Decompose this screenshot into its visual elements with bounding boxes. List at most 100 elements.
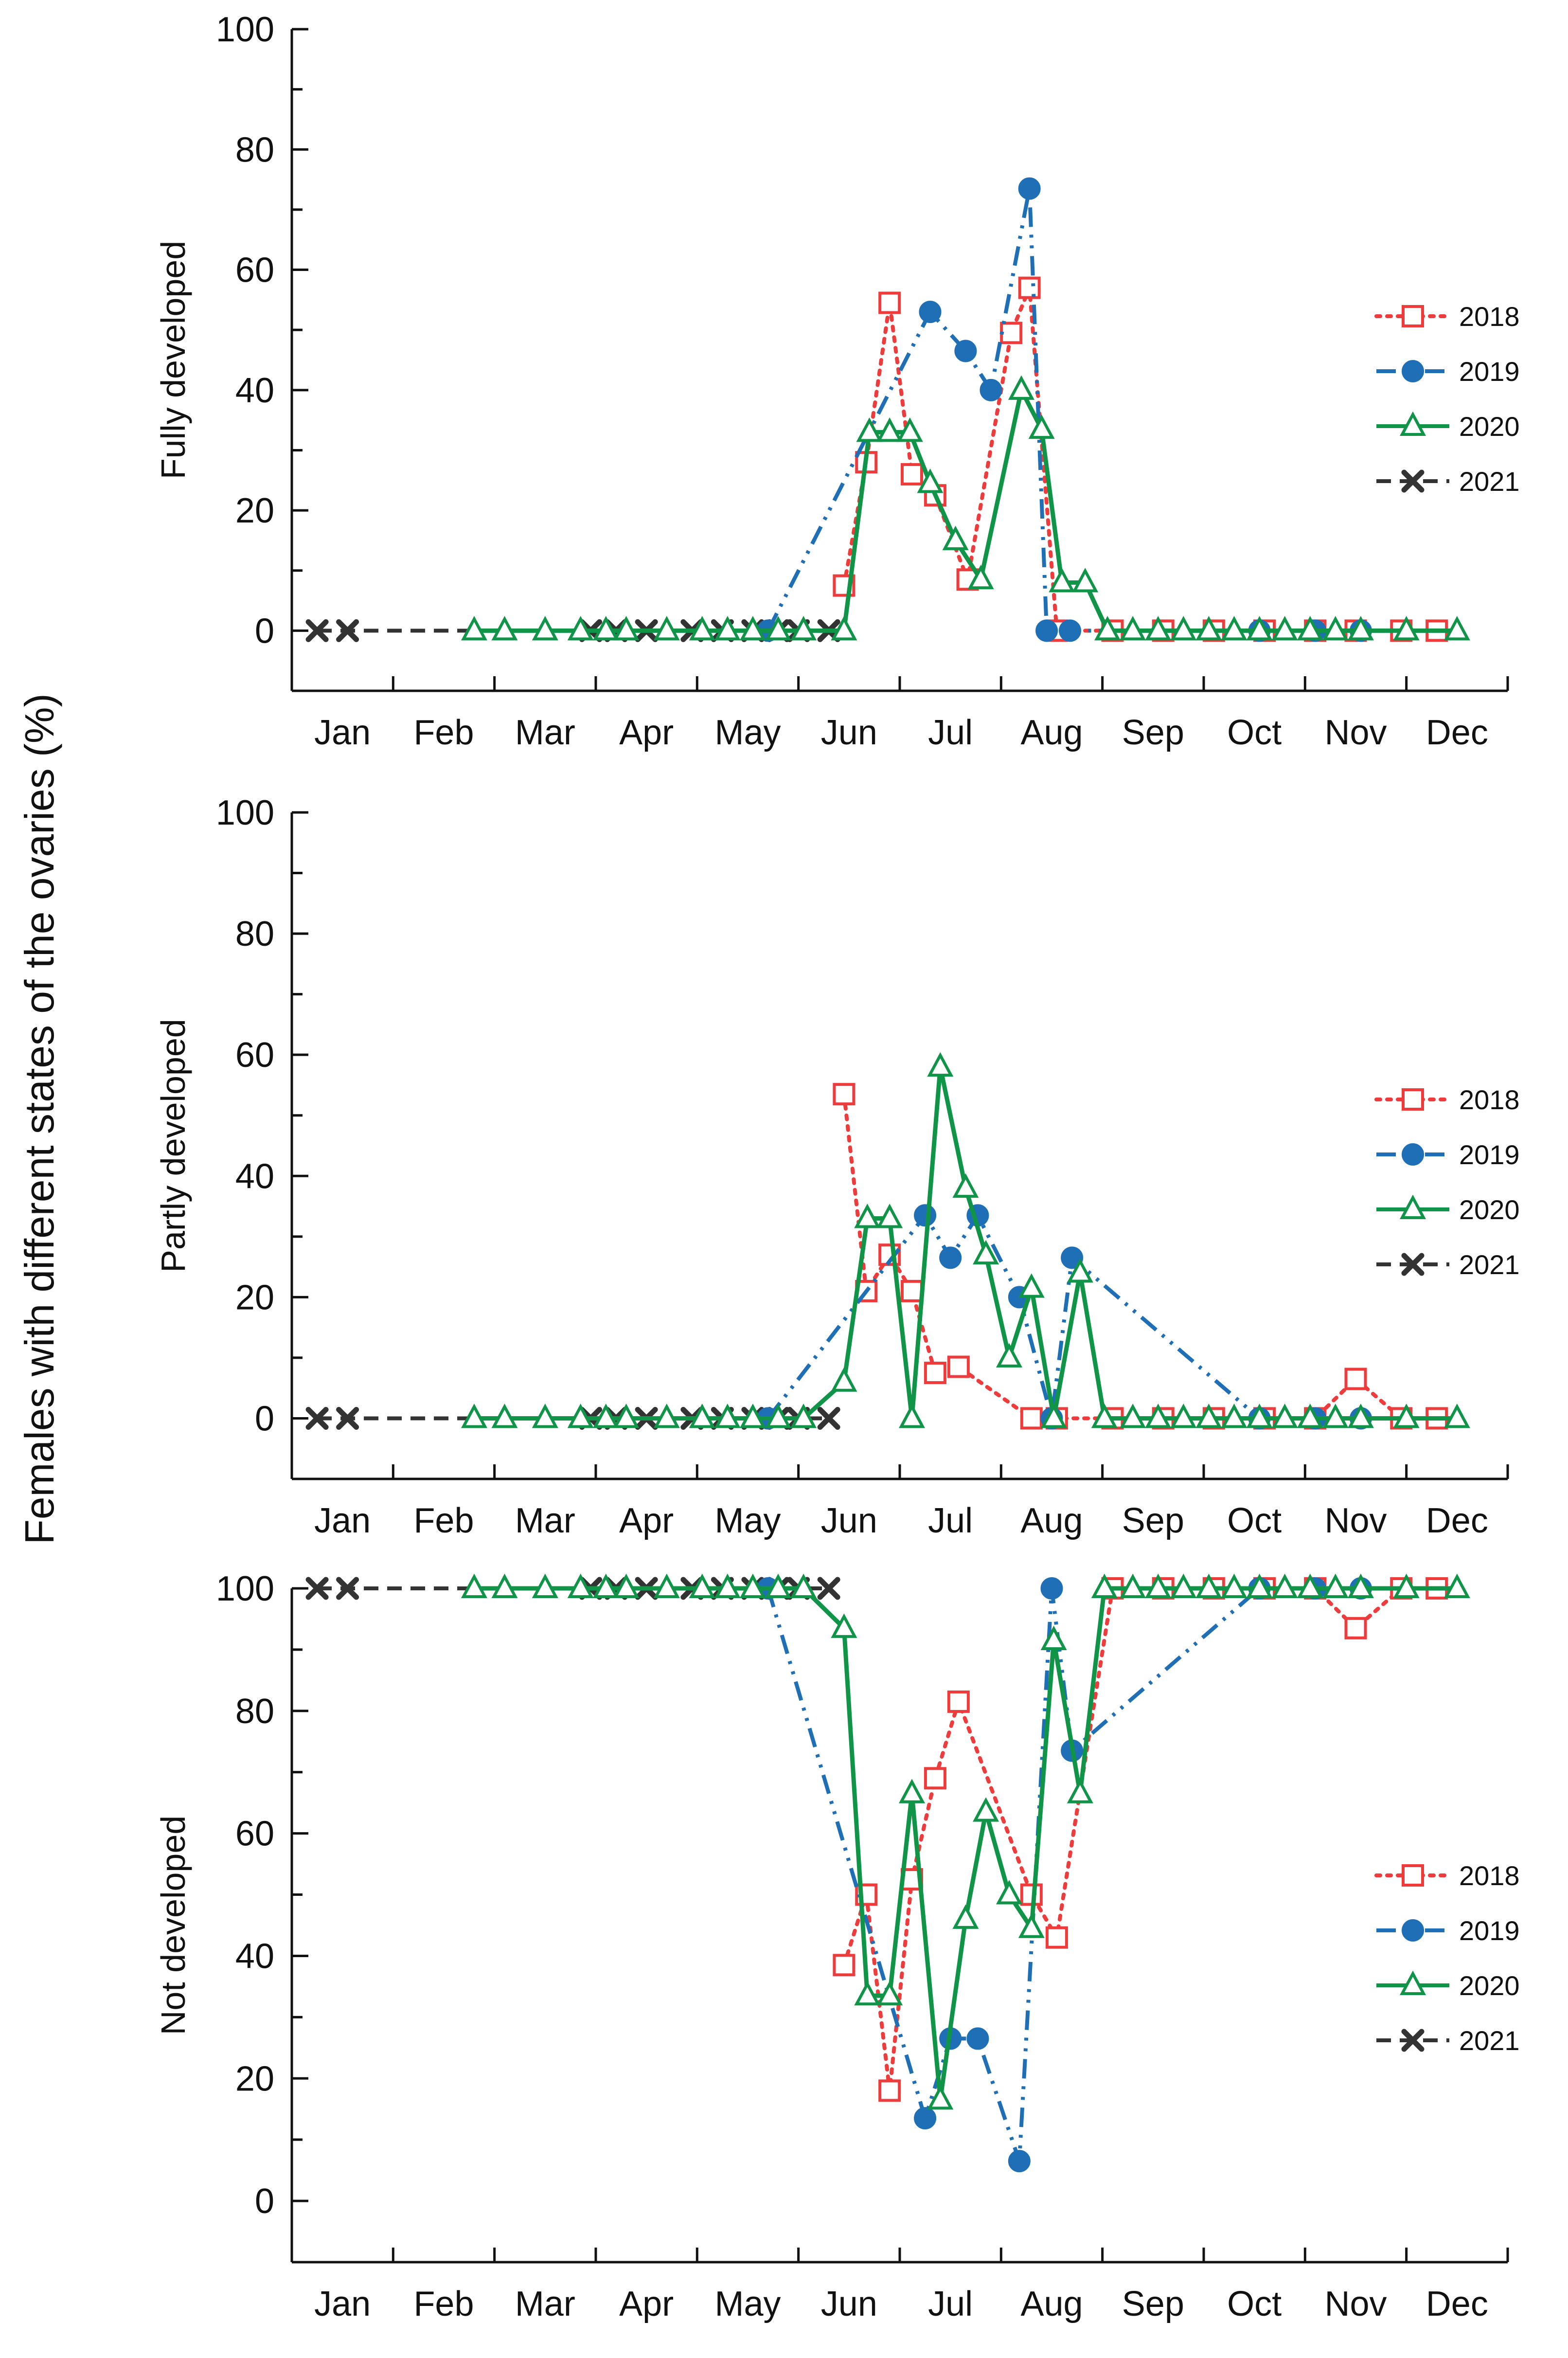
partly-developed-2020-point-6 xyxy=(653,1404,680,1428)
not-developed-x-tick-label: Apr xyxy=(619,2285,674,2323)
fully-developed-legend-2018: 2018 xyxy=(1374,301,1520,332)
not-developed-legend-label-2020: 2020 xyxy=(1459,1970,1520,2001)
fully-developed-y-tick-label: 80 xyxy=(235,130,274,169)
not-developed-y-tick-label: 100 xyxy=(216,1569,274,1608)
not-developed-2019-point-1 xyxy=(914,2107,937,2130)
partly-developed-legend-2021-point-0 xyxy=(1401,1253,1425,1276)
fully-developed-2020-point-0 xyxy=(461,616,488,641)
fully-developed-x-tick-label: Jan xyxy=(314,713,371,752)
fully-developed-2020-point-3 xyxy=(567,616,594,641)
panel-not-developed: 0 20 40 60 80 100 Jan Feb Mar Apr May Jun Jul Aug Sep O… xyxy=(154,1569,1520,2323)
not-developed-series-2020-line xyxy=(474,1586,1457,2102)
fully-developed-2018-point-2 xyxy=(878,291,901,314)
fully-developed-2020-point-1 xyxy=(491,616,518,641)
not-developed-2019-point-3 xyxy=(966,2027,989,2050)
partly-developed-2018-point-13 xyxy=(1344,1368,1367,1390)
not-developed-y-tick-label: 20 xyxy=(235,2059,274,2098)
partly-developed-2020-point-1 xyxy=(491,1404,518,1428)
not-developed-2020-point-30 xyxy=(1271,1573,1298,1598)
fully-developed-2020-point-23 xyxy=(1094,616,1121,641)
partly-developed-2020-point-33 xyxy=(1347,1404,1374,1428)
not-developed-legend-2018: 2018 xyxy=(1374,1860,1520,1891)
partly-developed-2020-point-29 xyxy=(1246,1404,1273,1428)
fully-developed-2019-point-1 xyxy=(919,301,942,324)
not-developed-x-tick-label: May xyxy=(714,2285,781,2323)
not-developed-2020-point-21 xyxy=(1040,1625,1067,1651)
not-developed-2020-point-26 xyxy=(1170,1573,1197,1598)
not-developed-y-tick-label: 40 xyxy=(235,1937,274,1976)
not-developed-legend-2020: 2020 xyxy=(1376,1970,1520,2001)
not-developed-2018-point-13 xyxy=(1344,1617,1367,1639)
fully-developed-legend-label-2018: 2018 xyxy=(1459,301,1520,332)
fully-developed-legend-label-2019: 2019 xyxy=(1459,356,1520,387)
partly-developed-2018-point-5 xyxy=(947,1355,970,1378)
not-developed-x-tick-label: Jul xyxy=(928,2285,973,2323)
fully-developed-legend-2020-point-0 xyxy=(1399,411,1426,436)
not-developed-x-tick-label: Feb xyxy=(413,2285,474,2323)
not-developed-x-tick-label: Mar xyxy=(515,2285,575,2323)
not-developed-2019-point-5 xyxy=(1040,1577,1063,1600)
partly-developed-legend-2020-point-0 xyxy=(1399,1194,1426,1219)
partly-developed-2020-point-15 xyxy=(898,1404,926,1428)
not-developed-2020-point-35 xyxy=(1443,1573,1470,1598)
fully-developed-2020-point-17 xyxy=(942,525,969,550)
fully-developed-y-tick-label: 20 xyxy=(235,491,274,530)
panel-fully-developed: 0 20 40 60 80 100 Jan Feb Mar Apr May Jun Jul Aug Sep O… xyxy=(154,10,1520,752)
partly-developed-2020-point-17 xyxy=(952,1173,979,1198)
not-developed-legend-2019-point-0 xyxy=(1402,1919,1424,1942)
not-developed-x-tick-label: Jun xyxy=(821,2285,877,2323)
fully-developed-2020-point-21 xyxy=(1049,568,1075,593)
fully-developed-2020-point-34 xyxy=(1393,616,1420,641)
fully-developed-y-tick-label: 60 xyxy=(235,251,274,290)
fully-developed-2018-point-7 xyxy=(1018,276,1041,299)
not-developed-2020-point-22 xyxy=(1067,1779,1093,1803)
fully-developed-series-2018-line xyxy=(842,286,1439,633)
fully-developed-legend-2021-point-0 xyxy=(1401,469,1425,493)
partly-developed-x-tick-label: Apr xyxy=(619,1501,674,1540)
not-developed-2020-point-28 xyxy=(1221,1573,1247,1598)
partly-developed-2020-point-31 xyxy=(1297,1404,1323,1428)
not-developed-2020-point-34 xyxy=(1393,1573,1420,1598)
not-developed-2020-point-8 xyxy=(714,1573,741,1598)
not-developed-2021-point-10 xyxy=(817,1577,840,1600)
partly-developed-2020-point-28 xyxy=(1221,1404,1247,1428)
partly-developed-series-2018-line xyxy=(842,1092,1439,1421)
partly-developed-y-tick-label: 40 xyxy=(235,1157,274,1196)
not-developed-2020-point-12 xyxy=(831,1613,857,1638)
not-developed-legend-2021-point-0 xyxy=(1401,2029,1425,2052)
not-developed-2020-point-17 xyxy=(952,1904,979,1929)
partly-developed-x-tick-label: Jul xyxy=(928,1501,973,1540)
fully-developed-2020-point-27 xyxy=(1195,616,1222,641)
fully-developed-legend-label-2021: 2021 xyxy=(1459,466,1520,497)
fully-developed-2020-point-13 xyxy=(856,417,883,442)
partly-developed-y-tick-label: 0 xyxy=(255,1399,274,1438)
fully-developed-2020-point-15 xyxy=(896,417,923,442)
not-developed-2020-point-23 xyxy=(1091,1573,1118,1598)
not-developed-2020-point-16 xyxy=(927,2085,954,2110)
fully-developed-2020-point-35 xyxy=(1443,616,1470,641)
not-developed-2020-point-15 xyxy=(898,1779,926,1803)
partly-developed-2021-point-1 xyxy=(336,1406,359,1430)
partly-developed-2018-point-0 xyxy=(833,1083,855,1106)
partly-developed-2020-point-2 xyxy=(532,1404,558,1428)
not-developed-series-2019-line xyxy=(766,1586,1361,2163)
fully-developed-legend-label-2020: 2020 xyxy=(1459,411,1520,442)
not-developed-2020-point-1 xyxy=(491,1573,518,1598)
not-developed-legend-2019: 2019 xyxy=(1376,1915,1520,1946)
fully-developed-2020-point-18 xyxy=(967,564,994,590)
not-developed-2020-point-33 xyxy=(1347,1573,1374,1598)
y-axis-super-label: Females with different states of the ova… xyxy=(17,693,62,1544)
partly-developed-2020-point-18 xyxy=(973,1240,999,1265)
not-developed-2020-point-0 xyxy=(461,1573,488,1598)
fully-developed-x-tick-label: Mar xyxy=(515,713,575,752)
not-developed-2020-point-4 xyxy=(592,1573,619,1598)
fully-developed-2020-point-19 xyxy=(1008,375,1035,400)
not-developed-2020-point-5 xyxy=(613,1573,640,1598)
partly-developed-2020-point-5 xyxy=(613,1404,640,1428)
not-developed-x-tick-label: Dec xyxy=(1426,2285,1488,2323)
partly-developed-2020-point-4 xyxy=(592,1404,619,1428)
partly-developed-2020-point-20 xyxy=(1018,1273,1045,1298)
fully-developed-2019-point-2 xyxy=(954,340,977,362)
not-developed-2020-point-18 xyxy=(973,1797,999,1822)
